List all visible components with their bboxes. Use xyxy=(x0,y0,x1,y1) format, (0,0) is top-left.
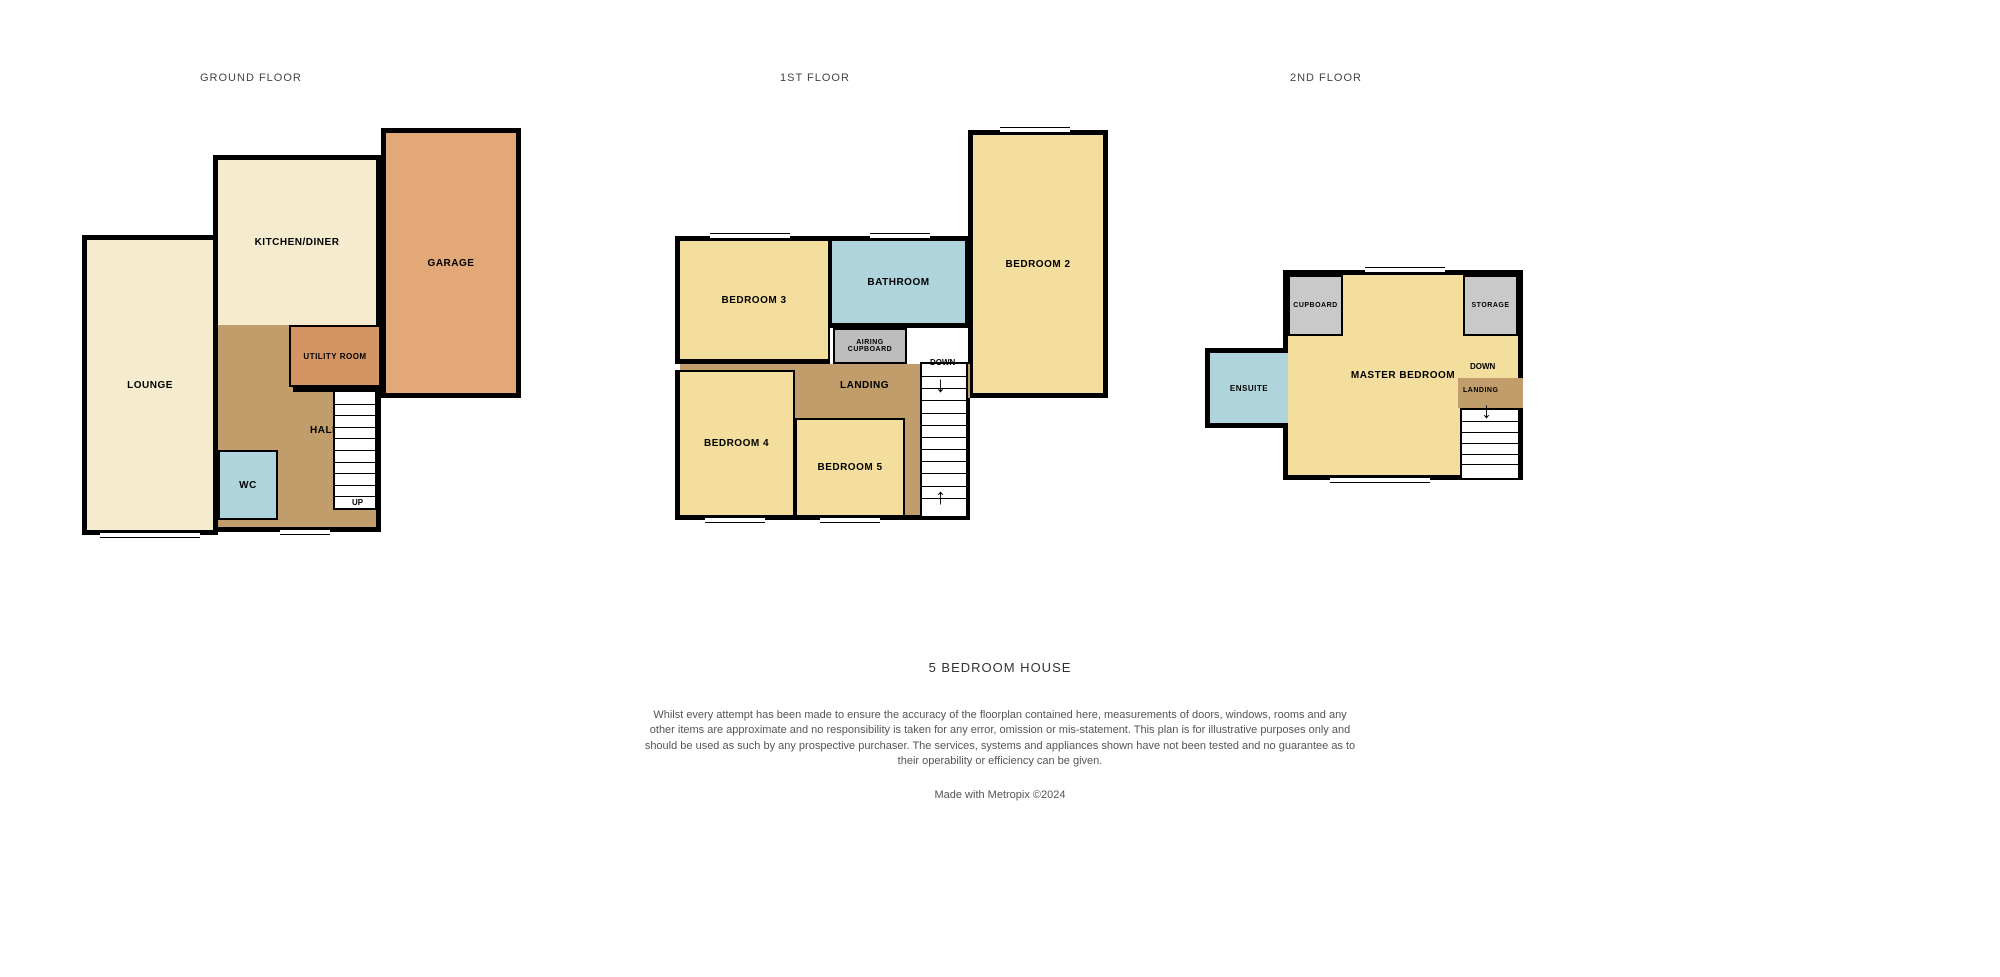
room-ensuite: ENSUITE xyxy=(1205,348,1288,428)
kitchen-label: KITCHEN/DINER xyxy=(255,237,340,248)
bedroom4-label: BEDROOM 4 xyxy=(704,438,769,449)
window-bed5-bottom xyxy=(820,517,880,523)
arrow-up-icon: ↑ xyxy=(935,484,946,510)
window-bed3-top xyxy=(710,233,790,239)
bedroom3-label: BEDROOM 3 xyxy=(721,295,786,306)
hall-extension xyxy=(218,325,293,392)
room-bedroom5: BEDROOM 5 xyxy=(795,418,905,520)
window-bed2-top xyxy=(1000,127,1070,133)
room-lounge: LOUNGE xyxy=(82,235,218,535)
first-floor-label: 1ST FLOOR xyxy=(780,72,850,84)
stairs-ground-up-label: UP xyxy=(352,498,363,507)
cupboard-label: CUPBOARD xyxy=(1293,302,1337,309)
room-utility: UTILITY ROOM xyxy=(289,325,381,387)
plan-title: 5 BEDROOM HOUSE xyxy=(0,660,2000,675)
stairs-ground xyxy=(333,390,377,510)
master-label: MASTER BEDROOM xyxy=(1351,370,1455,381)
bedroom5-label: BEDROOM 5 xyxy=(817,462,882,473)
room-airing: AIRING CUPBOARD xyxy=(833,328,907,364)
bedroom2-label: BEDROOM 2 xyxy=(1005,259,1070,270)
lounge-label: LOUNGE xyxy=(127,380,173,391)
storage-label: STORAGE xyxy=(1472,302,1510,309)
room-garage: GARAGE xyxy=(381,128,521,398)
landing2-label: LANDING xyxy=(1463,387,1498,394)
window-hall-bottom xyxy=(280,529,330,535)
credit-text: Made with Metropix ©2024 xyxy=(0,788,2000,803)
stairs-second-down-label: DOWN xyxy=(1470,362,1495,371)
window-bed4-bottom xyxy=(705,517,765,523)
room-cupboard: CUPBOARD xyxy=(1288,275,1343,336)
landing-label: LANDING xyxy=(840,380,889,391)
ensuite-label: ENSUITE xyxy=(1230,384,1268,393)
room-bathroom: BATHROOM xyxy=(830,236,970,328)
wc-label: WC xyxy=(239,480,257,491)
arrow-down2-icon: ↓ xyxy=(1481,398,1492,424)
bathroom-label: BATHROOM xyxy=(867,277,929,288)
second-floor-label: 2ND FLOOR xyxy=(1290,72,1362,84)
window-bath-top xyxy=(870,233,930,239)
room-bedroom2: BEDROOM 2 xyxy=(968,130,1108,398)
ground-floor-label: GROUND FLOOR xyxy=(200,72,302,84)
room-wc: WC xyxy=(218,450,278,520)
arrow-down-icon: ↓ xyxy=(935,372,946,398)
window-master-top xyxy=(1365,267,1445,273)
window-lounge-bottom xyxy=(100,532,200,538)
utility-label: UTILITY ROOM xyxy=(303,352,366,361)
disclaimer-text: Whilst every attempt has been made to en… xyxy=(0,708,2000,770)
room-bedroom3: BEDROOM 3 xyxy=(675,236,830,364)
room-bedroom4: BEDROOM 4 xyxy=(675,370,795,520)
window-master-bottom xyxy=(1330,477,1430,483)
room-kitchen: KITCHEN/DINER xyxy=(213,155,381,325)
room-storage: STORAGE xyxy=(1463,275,1518,336)
stairs-first-down-label: DOWN xyxy=(930,358,955,367)
floorplan-canvas: GROUND FLOOR 1ST FLOOR 2ND FLOOR LOUNGE … xyxy=(0,0,2000,977)
garage-label: GARAGE xyxy=(428,258,475,269)
airing-label: AIRING CUPBOARD xyxy=(835,339,905,353)
